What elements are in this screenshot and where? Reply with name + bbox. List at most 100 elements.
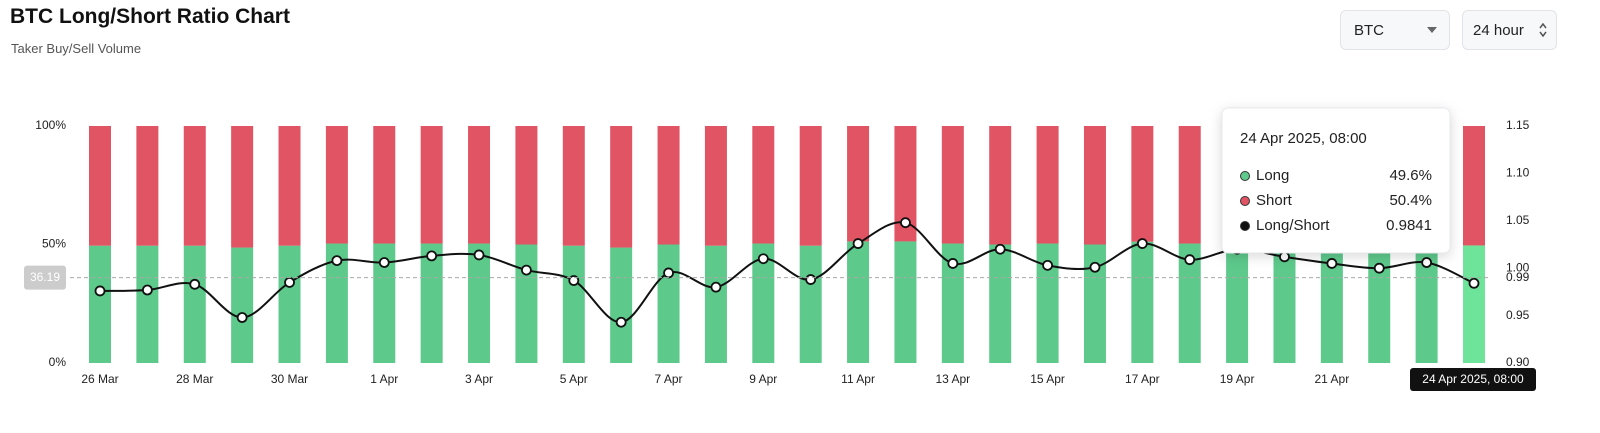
x-highlight-label: 24 Apr 2025, 08:00 xyxy=(1422,372,1524,386)
bar-segment xyxy=(1083,126,1106,245)
bar-segment xyxy=(1178,243,1201,363)
bar-segment xyxy=(1226,243,1249,363)
bar-segment xyxy=(515,126,538,245)
x-tick-label: 13 Apr xyxy=(935,372,970,386)
x-tick-label: 21 Apr xyxy=(1315,372,1350,386)
y2-tick-label: 1.15 xyxy=(1506,118,1530,132)
ratio-point xyxy=(1136,238,1148,249)
bar-segment xyxy=(515,244,538,363)
ratio-point xyxy=(331,255,343,267)
interval-select[interactable]: 24 hour xyxy=(1462,10,1557,50)
ratio-point xyxy=(663,267,674,279)
y2-tick-label: 0.95 xyxy=(1506,308,1530,322)
ratio-point xyxy=(615,316,627,328)
bar-segment xyxy=(1368,244,1391,363)
tooltip-series-name: Long xyxy=(1256,167,1289,184)
ratio-point xyxy=(1042,259,1053,271)
bar-segment xyxy=(373,126,396,244)
tooltip-marker xyxy=(1240,196,1250,206)
x-tick-label: 26 Mar xyxy=(81,372,118,386)
bar-segment xyxy=(420,126,443,244)
bar-segment xyxy=(183,126,206,246)
bar-segment xyxy=(1131,126,1154,242)
bar-segment xyxy=(610,247,633,363)
bar-segment xyxy=(941,126,964,244)
bar-segment xyxy=(278,126,301,246)
bar-segment xyxy=(420,243,443,363)
x-tick-label: 7 Apr xyxy=(655,372,683,386)
crosshair-right-label: 0.99 xyxy=(1506,270,1530,284)
bar-segment xyxy=(468,126,491,244)
bar-segment xyxy=(136,126,159,246)
ratio-point xyxy=(284,277,295,288)
x-highlight-box xyxy=(1410,368,1536,391)
bar-segment xyxy=(1131,241,1154,363)
ratio-point xyxy=(426,250,438,262)
tooltip-series-name: Short xyxy=(1256,192,1293,209)
ratio-point xyxy=(236,312,248,323)
x-tick-label: 17 Apr xyxy=(1125,372,1160,386)
bar-segment xyxy=(657,126,680,245)
bar-segment xyxy=(1036,126,1059,244)
ratio-point xyxy=(1184,254,1196,266)
ratio-point xyxy=(900,217,911,229)
ratio-point xyxy=(1279,251,1290,263)
y2-tick-label: 0.90 xyxy=(1506,355,1530,369)
ratio-point xyxy=(473,249,485,261)
ratio-point xyxy=(521,264,532,276)
bar-segment xyxy=(231,247,254,363)
coin-select[interactable]: BTC xyxy=(1340,10,1450,50)
bar-segment xyxy=(468,243,491,363)
bar-segment xyxy=(1415,244,1438,363)
ratio-point xyxy=(378,257,390,268)
ratio-point xyxy=(947,258,959,269)
dropdown-icon xyxy=(1539,23,1547,37)
ratio-point xyxy=(1421,257,1433,268)
x-tick-label: 19 Apr xyxy=(1220,372,1255,386)
x-tick-label: 5 Apr xyxy=(560,372,588,386)
tooltip-value: 49.6% xyxy=(1389,167,1432,184)
tooltip-marker xyxy=(1240,221,1250,231)
ratio-point xyxy=(805,274,817,285)
bar-segment xyxy=(278,245,301,363)
bar-segment xyxy=(89,126,111,246)
interval-select-text: 24 hour xyxy=(1473,21,1524,39)
ratio-point xyxy=(94,285,106,297)
page-subtitle: Taker Buy/Sell Volume xyxy=(11,41,142,56)
ratio-point xyxy=(1089,261,1101,273)
tooltip: 24 Apr 2025, 08:00 Long 49.6% Short 50.4% Lon… xyxy=(1221,107,1451,254)
ratio-point xyxy=(141,284,153,296)
bar-segment xyxy=(1178,126,1201,244)
tooltip-box xyxy=(1221,107,1451,254)
x-tick-label: 1 Apr xyxy=(370,372,398,386)
bar-segment xyxy=(89,245,111,363)
ratio-point xyxy=(568,275,580,286)
bar-segment xyxy=(799,126,822,246)
ratio-point xyxy=(852,238,864,249)
y2-tick-label: 1.00 xyxy=(1506,260,1530,274)
ratio-point xyxy=(994,243,1006,255)
bar-segment xyxy=(610,126,633,248)
bar-segment xyxy=(752,126,775,244)
coin-select-text: BTC xyxy=(1354,21,1384,39)
bar-segment xyxy=(1320,244,1343,363)
crosshair-left-box xyxy=(24,265,66,290)
bar-segment xyxy=(704,126,727,246)
bar-segment xyxy=(1036,243,1059,363)
y-tick-label: 50% xyxy=(42,237,66,251)
ratio-point xyxy=(189,278,201,290)
tooltip-title: 24 Apr 2025, 08:00 xyxy=(1240,130,1367,147)
dropdown-icon xyxy=(1427,27,1437,33)
bar-segment xyxy=(704,245,727,363)
ratio-point xyxy=(1326,258,1338,269)
ratio-point xyxy=(710,281,722,293)
tooltip-value: 0.9841 xyxy=(1386,217,1432,234)
x-tick-label: 30 Mar xyxy=(271,372,308,386)
bar-segment xyxy=(989,244,1012,363)
crosshair-left-label: 36.19 xyxy=(30,270,60,284)
x-tick-label: 15 Apr xyxy=(1030,372,1065,386)
bar-segment xyxy=(894,241,917,363)
bar-segment xyxy=(183,245,206,363)
bar-segment xyxy=(847,241,870,363)
